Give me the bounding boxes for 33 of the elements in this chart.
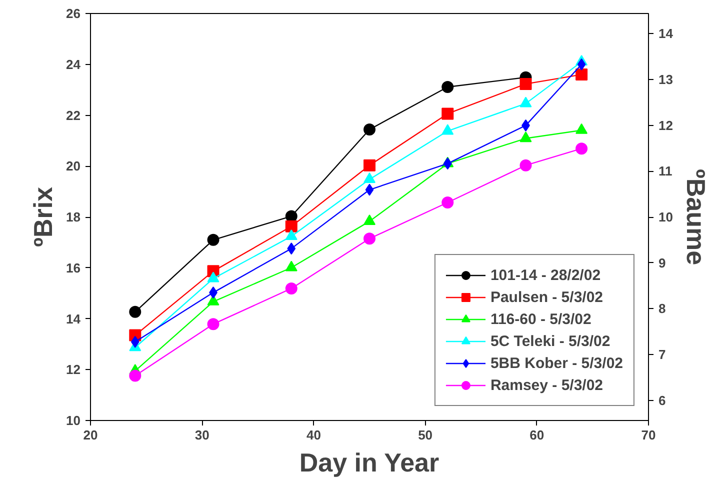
x-axis-title: Day in Year <box>299 448 440 478</box>
legend-label: 5BB Kober - 5/3/02 <box>490 354 623 372</box>
x-tick-label: 30 <box>194 428 210 442</box>
y2-tick-label: 13 <box>658 72 673 87</box>
y2-tick-label: 6 <box>658 392 666 408</box>
y-tick-label: 22 <box>66 108 81 123</box>
x-tick-label: 60 <box>530 428 544 442</box>
y-tick-label: 12 <box>66 362 81 378</box>
y2-tick-label: 11 <box>658 164 672 179</box>
y-tick-label: 18 <box>66 210 81 224</box>
y-tick-label: 20 <box>66 158 81 174</box>
y2-tick-label: 9 <box>658 255 666 270</box>
y-tick-label: 14 <box>66 311 82 326</box>
y-tick-label: 16 <box>66 260 81 276</box>
legend-label: Paulsen - 5/3/02 <box>490 288 604 306</box>
legend-label: 116-60 - 5/3/02 <box>490 310 592 328</box>
y2-tick-label: 10 <box>658 210 673 224</box>
x-tick-label: 70 <box>641 428 656 442</box>
legend-label: 5C Teleki - 5/3/02 <box>490 332 610 350</box>
x-tick-label: 20 <box>83 428 98 442</box>
y2-tick-label: 14 <box>658 26 674 42</box>
y2-axis-title: ºBaume <box>680 168 711 266</box>
legend-label: Ramsey - 5/3/02 <box>490 376 604 394</box>
y-tick-label: 26 <box>66 6 81 21</box>
y-axis-title: ºBrix <box>28 186 58 248</box>
y-tick-label: 10 <box>66 413 81 428</box>
y2-tick-label: 7 <box>658 347 666 362</box>
y2-tick-label: 8 <box>658 301 666 316</box>
x-tick-label: 40 <box>306 428 321 442</box>
legend-label: 101-14 - 28/2/02 <box>490 266 601 284</box>
x-tick-label: 50 <box>418 428 433 442</box>
y-tick-label: 24 <box>66 56 82 72</box>
y2-tick-label: 12 <box>658 118 673 133</box>
